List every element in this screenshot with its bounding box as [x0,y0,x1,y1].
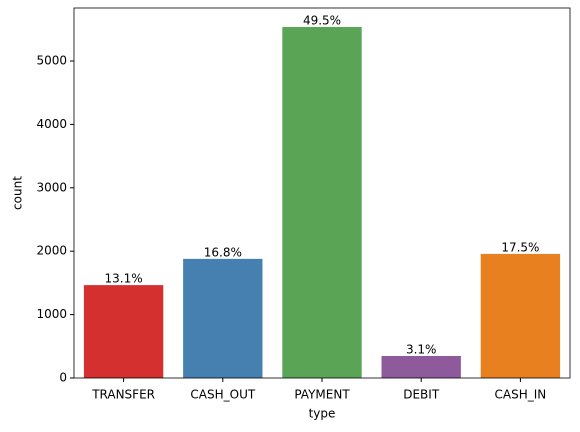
y-axis-label: count [11,176,25,210]
data-label: 3.1% [406,343,437,357]
x-tick-label: CASH_IN [495,388,547,402]
bar [381,356,461,378]
x-tick-label: PAYMENT [294,388,350,402]
data-label: 49.5% [303,14,341,28]
bar [83,285,164,378]
y-tick-label: 3000 [36,180,67,194]
x-tick-label: DEBIT [403,388,440,402]
x-axis-label: type [309,407,336,421]
y-tick-label: 2000 [36,244,67,258]
data-label: 16.8% [204,245,242,259]
bar [282,27,362,379]
y-tick-label: 0 [59,371,67,385]
y-tick-label: 5000 [36,54,67,68]
bar [183,258,263,378]
x-tick-label: CASH_OUT [190,388,255,402]
bar [480,253,561,378]
data-label: 13.1% [105,272,143,286]
plot-frame [73,7,571,379]
data-label: 17.5% [501,240,539,254]
y-tick-label: 1000 [36,307,67,321]
x-tick-label: TRANSFER [91,388,155,402]
y-tick-label: 4000 [36,117,67,131]
